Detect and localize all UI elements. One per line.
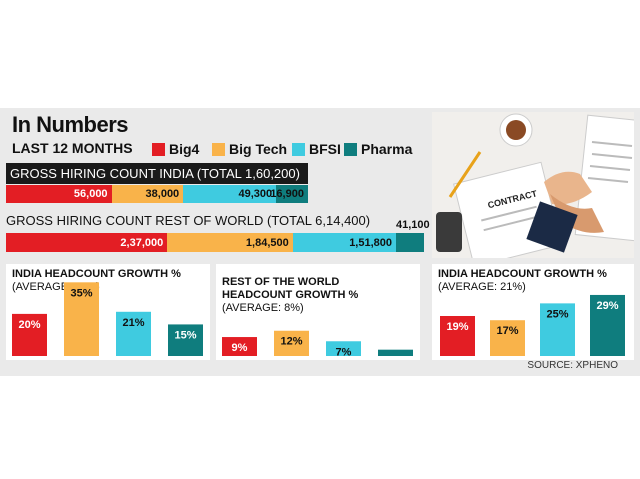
bar-big-tech	[64, 282, 99, 356]
bar-big4	[440, 316, 475, 356]
bar-bfsi	[326, 341, 361, 356]
bar-big4	[222, 337, 257, 356]
bar-segment-pharma: 16,900	[270, 185, 308, 203]
india-growth-card: INDIA HEADCOUNT GROWTH % (AVERAGE: 23%) …	[6, 264, 210, 360]
legend-swatch	[292, 142, 305, 156]
bar-big4	[12, 313, 47, 356]
legend-item-big4: Big4	[152, 141, 199, 157]
bar-value-label: 17%	[496, 325, 518, 337]
page-title: In Numbers	[12, 112, 129, 137]
bar-value-label: 38,000	[145, 188, 180, 200]
bar-value-label: 3%	[388, 355, 404, 360]
world-growth-card: REST OF THE WORLD HEADCOUNT GROWTH % (AV…	[216, 264, 420, 360]
legend-label: Big Tech	[229, 141, 288, 157]
bar-value-label: 49,300	[238, 188, 273, 200]
india-hiring-title: GROSS HIRING COUNT INDIA	[10, 166, 194, 181]
bar-segment-big4: 56,000	[6, 185, 112, 203]
bar-segment-bfsi: 49,300	[183, 185, 277, 203]
bar-value-label: 21%	[122, 317, 144, 329]
bar-segment-big-tech: 38,000	[111, 185, 184, 203]
bar-value-label: 35%	[70, 287, 92, 299]
handshake-illustration-icon: CONTRACT	[432, 112, 634, 258]
bar-value-label-outside: 41,100	[396, 219, 430, 231]
bar-value-label: 25%	[546, 308, 568, 320]
bar-bfsi	[116, 311, 151, 356]
bar-segment-bfsi: 1,51,800	[292, 233, 397, 252]
legend-swatch	[212, 142, 225, 156]
bar-value-label: 9%	[232, 342, 248, 354]
bar-value-label: 16,900	[270, 188, 304, 200]
bar-value-label: 15%	[174, 329, 196, 341]
bar-value-label: 1,51,800	[349, 236, 393, 249]
legend-label: Big4	[169, 141, 200, 157]
india-hiring-total: (TOTAL 1,60,200)	[196, 166, 300, 181]
world-hiring-stacked-bar: 2,37,000 1,84,500 1,51,800	[6, 233, 424, 252]
world-growth-chart: 9% 12% 7% 3%	[222, 330, 413, 360]
legend-item-bfsi: BFSI	[292, 141, 341, 157]
legend-item-pharma: Pharma	[344, 141, 412, 157]
india-hiring-header: GROSS HIRING COUNT INDIA (TOTAL 1,60,200…	[6, 163, 308, 184]
bar-pharma	[590, 294, 625, 356]
legend-item-bigtech: Big Tech	[212, 141, 287, 157]
bar-value-label: 7%	[336, 346, 352, 358]
india-growth-chart: 20% 35% 21% 15%	[12, 282, 203, 356]
source-credit: SOURCE: XPHENO	[527, 360, 618, 371]
world-hiring-title: GROSS HIRING COUNT REST OF WORLD	[6, 213, 264, 228]
bar-pharma	[168, 324, 203, 356]
bar-value-label: 20%	[18, 319, 40, 331]
bar-big-tech	[490, 320, 525, 356]
bar-segment-big-tech: 1,84,500	[167, 233, 293, 252]
contract-handshake-photo: CONTRACT	[432, 112, 634, 258]
world-hiring-header: GROSS HIRING COUNT REST OF WORLD (TOTAL …	[6, 213, 370, 228]
bar-value-label: 29%	[596, 300, 618, 312]
india-growth-chart-2: 19% 17% 25% 29%	[440, 294, 625, 356]
bar-pharma	[378, 349, 413, 356]
legend-label: BFSI	[309, 141, 341, 157]
bar-bfsi	[540, 303, 575, 356]
world-hiring-total: (TOTAL 6,14,400)	[267, 213, 371, 228]
legend-swatch	[344, 142, 357, 156]
bar-value-label: 19%	[446, 321, 468, 333]
bar-value-label: 12%	[280, 336, 302, 348]
india-growth-title-2: INDIA HEADCOUNT GROWTH % (AVERAGE: 21%)	[438, 268, 607, 294]
india-hiring-stacked-bar: 56,000 38,000 49,300 16,900	[6, 185, 308, 203]
legend-swatch	[152, 142, 165, 156]
india-growth-card-2: INDIA HEADCOUNT GROWTH % (AVERAGE: 21%) …	[432, 264, 634, 360]
bar-segment-big4: 2,37,000	[6, 233, 168, 252]
bar-value-label: 1,84,500	[245, 236, 289, 249]
bar-segment-pharma	[396, 233, 424, 252]
legend-label: Pharma	[361, 141, 413, 157]
bar-value-label: 2,37,000	[120, 236, 164, 249]
page-subtitle: LAST 12 MONTHS	[12, 140, 133, 156]
bar-big-tech	[274, 330, 309, 356]
world-growth-title: REST OF THE WORLD HEADCOUNT GROWTH % (AV…	[222, 276, 359, 315]
bar-value-label: 56,000	[73, 188, 108, 200]
